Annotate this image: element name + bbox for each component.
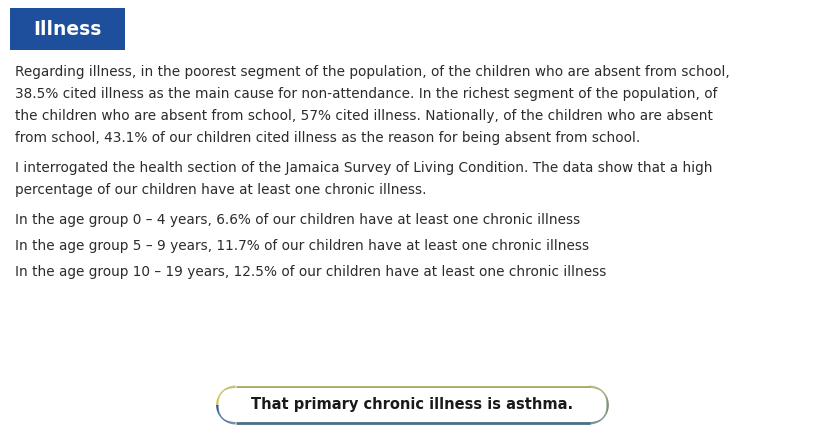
Text: I interrogated the health section of the Jamaica Survey of Living Condition. The: I interrogated the health section of the… — [15, 161, 713, 175]
Text: the children who are absent from school, 57% cited illness. Nationally, of the c: the children who are absent from school,… — [15, 109, 713, 123]
Text: 38.5% cited illness as the main cause for non-attendance. In the richest segment: 38.5% cited illness as the main cause fo… — [15, 87, 718, 101]
Text: from school, 43.1% of our children cited illness as the reason for being absent : from school, 43.1% of our children cited… — [15, 131, 640, 145]
Text: In the age group 0 – 4 years, 6.6% of our children have at least one chronic ill: In the age group 0 – 4 years, 6.6% of ou… — [15, 213, 580, 227]
Text: Illness: Illness — [33, 19, 101, 39]
Text: percentage of our children have at least one chronic illness.: percentage of our children have at least… — [15, 183, 427, 197]
FancyBboxPatch shape — [10, 8, 125, 50]
Text: In the age group 10 – 19 years, 12.5% of our children have at least one chronic : In the age group 10 – 19 years, 12.5% of… — [15, 265, 606, 279]
Text: That primary chronic illness is asthma.: That primary chronic illness is asthma. — [252, 397, 573, 412]
FancyBboxPatch shape — [219, 388, 606, 422]
Text: Regarding illness, in the poorest segment of the population, of the children who: Regarding illness, in the poorest segmen… — [15, 65, 730, 79]
Text: In the age group 5 – 9 years, 11.7% of our children have at least one chronic il: In the age group 5 – 9 years, 11.7% of o… — [15, 239, 589, 253]
